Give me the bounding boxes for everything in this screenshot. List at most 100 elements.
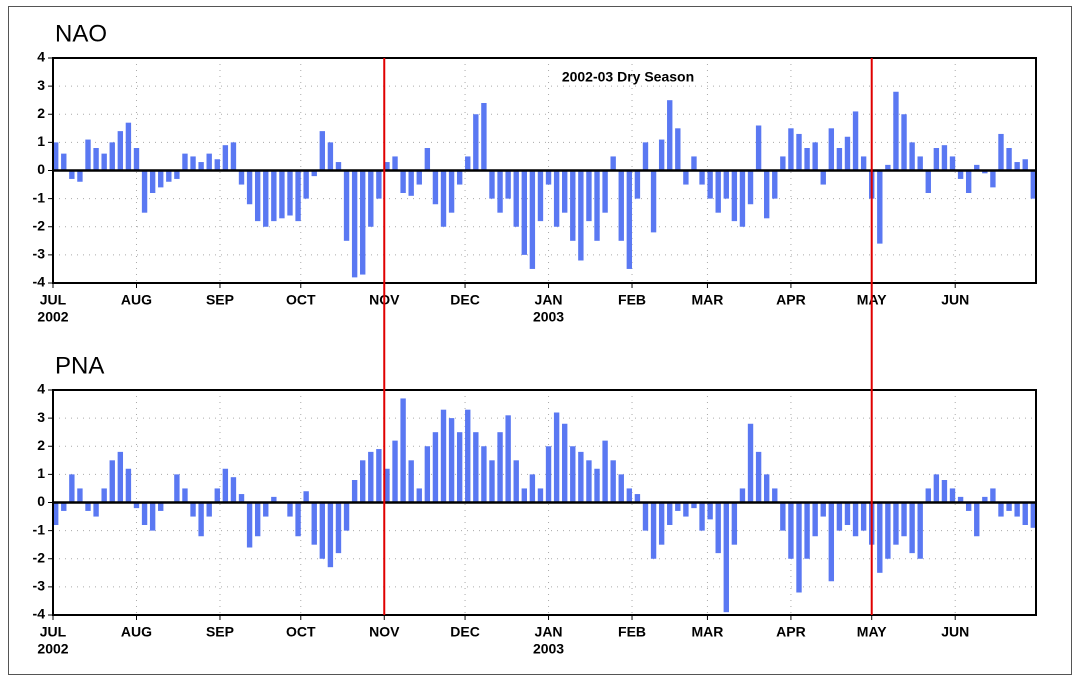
bar <box>392 440 398 503</box>
x-tick-label: AUG <box>121 624 152 640</box>
bar <box>763 474 770 503</box>
bar <box>93 502 99 517</box>
bar <box>941 145 948 171</box>
bar <box>101 153 107 171</box>
bar <box>432 170 439 205</box>
bar <box>965 502 972 511</box>
y-tick-label: -2 <box>33 217 46 233</box>
x-tick-label: SEP <box>206 624 234 640</box>
bar <box>303 170 309 199</box>
bar <box>295 170 301 222</box>
bar <box>820 502 826 517</box>
bar <box>303 491 309 503</box>
bar <box>125 122 132 171</box>
bar <box>763 170 770 219</box>
bar <box>295 502 301 537</box>
bar <box>594 170 600 241</box>
bar <box>828 128 835 171</box>
bar <box>675 128 681 171</box>
bar <box>852 111 859 171</box>
bar <box>836 148 843 171</box>
bar <box>513 170 519 227</box>
bar <box>222 145 229 171</box>
bar <box>796 502 802 593</box>
x-tick-label: JAN <box>535 292 563 308</box>
bar <box>562 423 568 503</box>
bar <box>174 474 180 503</box>
bar <box>699 170 705 185</box>
bar <box>586 460 592 503</box>
bar <box>335 502 342 554</box>
bar <box>77 488 83 503</box>
x-year-label: 2003 <box>533 309 564 325</box>
x-tick-label: NOV <box>369 624 400 640</box>
bar <box>990 488 996 503</box>
bar <box>1014 502 1020 517</box>
y-tick-label: 4 <box>37 49 45 65</box>
bar <box>416 488 422 503</box>
bar <box>497 432 503 503</box>
panel-title: NAO <box>55 20 107 47</box>
bar <box>650 502 657 559</box>
bar <box>594 468 600 503</box>
bar <box>424 446 431 503</box>
bar <box>747 170 754 205</box>
bar <box>578 170 584 261</box>
x-tick-label: JAN <box>535 624 563 640</box>
y-tick-label: 4 <box>37 381 45 397</box>
bar <box>917 502 923 559</box>
x-tick-label: APR <box>776 292 806 308</box>
bar <box>69 170 75 179</box>
bar <box>53 142 59 171</box>
bar <box>529 474 536 503</box>
bar <box>747 423 754 503</box>
bar <box>246 170 253 205</box>
bar <box>723 170 729 199</box>
bar <box>93 148 99 171</box>
bar <box>618 170 624 241</box>
bar <box>941 480 948 503</box>
bar <box>860 156 867 171</box>
bar <box>448 418 455 503</box>
bar <box>69 474 75 503</box>
bar <box>158 170 164 188</box>
x-tick-label: MAR <box>691 292 723 308</box>
bar <box>521 488 527 503</box>
bar <box>85 139 91 171</box>
bar <box>505 170 511 199</box>
frame <box>8 6 1072 675</box>
panel-title: PNA <box>55 352 104 379</box>
bar <box>77 170 83 182</box>
bar <box>489 170 495 199</box>
bar <box>190 502 196 517</box>
bar <box>416 170 422 185</box>
bar <box>626 170 633 269</box>
bar <box>271 496 277 503</box>
bar <box>675 502 681 511</box>
bar <box>465 409 471 503</box>
bar <box>917 156 923 171</box>
bar <box>133 148 140 171</box>
y-tick-label: 1 <box>37 133 45 149</box>
bar <box>473 432 479 503</box>
bar <box>885 502 891 559</box>
bar <box>190 156 196 171</box>
bar <box>166 170 172 182</box>
bar <box>238 494 245 503</box>
bar <box>634 494 641 503</box>
x-tick-label: DEC <box>450 292 480 308</box>
bar <box>804 502 810 559</box>
bar <box>222 468 229 503</box>
bar <box>957 170 964 179</box>
bar <box>578 451 584 503</box>
bar <box>739 488 746 503</box>
bar <box>804 148 810 171</box>
bar <box>125 468 132 503</box>
bar <box>360 460 366 503</box>
bar <box>456 170 463 185</box>
bar <box>755 451 762 503</box>
bar <box>198 162 204 171</box>
x-tick-label: JUN <box>941 624 969 640</box>
bar <box>198 502 204 537</box>
bar <box>85 502 91 511</box>
